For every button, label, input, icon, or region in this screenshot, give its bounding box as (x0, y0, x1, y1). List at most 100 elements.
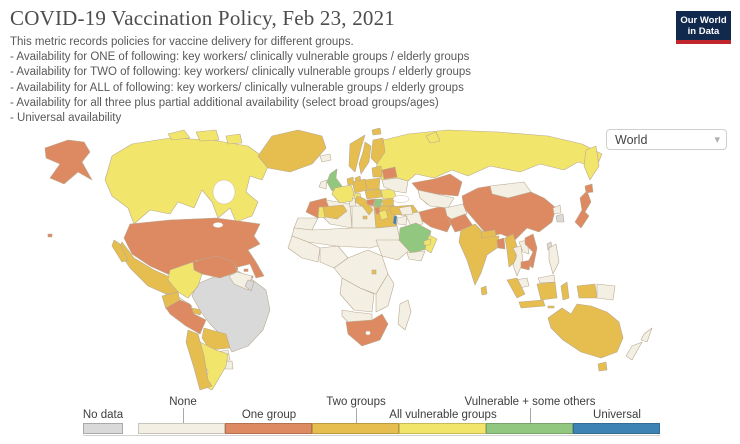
page-title: COVID-19 Vaccination Policy, Feb 23, 202… (10, 6, 395, 30)
map-region-canada[interactable] (104, 137, 271, 225)
map-region-italy[interactable] (354, 195, 374, 216)
map-region-nepal[interactable] (480, 229, 497, 239)
owid-logo[interactable]: Our World in Data (676, 11, 731, 44)
map-region-cambodia[interactable] (520, 259, 532, 271)
map-region-finland[interactable] (370, 137, 386, 165)
map-region-chile[interactable] (185, 329, 213, 391)
map-region-philippines[interactable] (548, 243, 560, 275)
map-region-java[interactable] (518, 299, 546, 309)
map-region-uganda[interactable] (371, 269, 377, 275)
legend-tick (530, 408, 531, 423)
map-region-belarus[interactable] (381, 166, 398, 180)
map-region-bolivia[interactable] (201, 327, 231, 351)
map-region-iraq[interactable] (404, 211, 424, 227)
map-region-uae[interactable] (423, 238, 432, 246)
map-region-ukraine[interactable] (381, 177, 409, 194)
legend-label-all-vulnerable: All vulnerable groups (389, 409, 497, 421)
legend-seg-none[interactable] (138, 423, 225, 434)
region-dropdown[interactable]: World ▾ (606, 129, 727, 150)
map-region-sweden[interactable] (358, 141, 372, 175)
map-region-arctic-islands[interactable] (167, 129, 243, 145)
map-region-norway[interactable] (348, 134, 366, 173)
legend-seg-all-vulnerable[interactable] (399, 423, 486, 434)
map-region-borneo[interactable] (536, 281, 558, 301)
map-region-south-korea[interactable] (555, 213, 565, 223)
map-region-syria[interactable] (398, 205, 414, 216)
owid-logo-stripe (676, 40, 731, 44)
map-region-benelux[interactable] (346, 176, 355, 186)
map-region-germany[interactable] (351, 178, 368, 194)
map-region-papua-new-guinea[interactable] (596, 283, 616, 301)
map-region-ireland[interactable] (318, 179, 328, 190)
map-region-east-africa[interactable] (375, 273, 395, 313)
map-region-iceland[interactable] (319, 153, 332, 163)
subtitle-line: - Availability for ONE of following: key… (10, 51, 470, 64)
chevron-down-icon: ▾ (714, 134, 720, 146)
map-region-peru[interactable] (165, 299, 207, 335)
map-legend: No data None One group Two groups All vu… (0, 394, 740, 444)
map-region-tasmania[interactable] (597, 361, 608, 372)
map-region-poland[interactable] (364, 177, 381, 191)
map-region-japan[interactable] (574, 183, 594, 229)
map-region-bangladesh[interactable] (496, 237, 506, 250)
map-region-australia[interactable] (547, 303, 624, 359)
lake-hudson-bay (212, 179, 236, 205)
legend-seg-two-groups[interactable] (312, 423, 399, 434)
map-region-lesser-sunda[interactable] (547, 305, 555, 309)
legend-seg-one-group[interactable] (225, 423, 312, 434)
legend-swatch-no-data[interactable] (83, 423, 123, 434)
map-region-puerto-rico[interactable] (243, 268, 249, 272)
map-region-portugal[interactable] (317, 206, 326, 219)
chart-subtitle: This metric records policies for vaccine… (10, 35, 471, 126)
map-region-bulgaria[interactable] (381, 197, 395, 207)
map-region-yemen[interactable] (406, 250, 426, 262)
legend-label-one-group: One group (241, 409, 297, 421)
map-region-israel[interactable] (392, 215, 398, 226)
subtitle-line: - Universal availability (10, 112, 122, 125)
map-region-kamchatka[interactable] (583, 145, 600, 181)
map-region-baja[interactable] (111, 239, 129, 263)
map-region-central-europe[interactable] (364, 188, 383, 200)
legend-seg-vulnerable-plus[interactable] (486, 423, 573, 434)
map-region-jordan[interactable] (396, 215, 408, 226)
legend-tick (183, 408, 184, 423)
map-region-croatia[interactable] (366, 198, 376, 207)
lake-lesotho (365, 330, 371, 336)
map-region-french-guiana[interactable] (244, 279, 255, 292)
legend-label-none: None (169, 396, 197, 408)
map-region-new-zealand-north[interactable] (640, 327, 653, 343)
map-region-sri-lanka[interactable] (480, 285, 488, 296)
map-region-alaska[interactable] (44, 139, 93, 185)
map-region-serbia[interactable] (373, 198, 383, 208)
map-region-new-zealand-south[interactable] (625, 341, 643, 361)
map-region-thailand[interactable] (512, 245, 524, 277)
map-region-novaya-zemlya[interactable] (425, 131, 441, 144)
legend-label-no-data: No data (82, 409, 124, 421)
map-region-greece[interactable] (378, 209, 389, 221)
region-dropdown-value: World (615, 132, 648, 147)
map-region-france[interactable] (331, 184, 355, 204)
map-region-north-korea[interactable] (552, 204, 562, 215)
legend-label-two-groups: Two groups (326, 396, 386, 408)
subtitle-line: This metric records policies for vaccine… (10, 36, 354, 48)
legend-label-universal: Universal (593, 409, 641, 421)
map-region-colombia[interactable] (167, 261, 203, 299)
lake-great-lakes (212, 222, 224, 228)
map-region-hawaii[interactable] (47, 233, 53, 238)
legend-label-vulnerable-plus: Vulnerable + some others (464, 396, 596, 408)
map-region-west-papua[interactable] (576, 283, 598, 299)
map-region-south-africa[interactable] (345, 313, 389, 347)
legend-seg-universal[interactable] (573, 423, 660, 434)
map-region-svalbard[interactable] (371, 128, 382, 136)
map-region-west-africa[interactable] (287, 235, 321, 263)
map-region-sumatra[interactable] (506, 277, 526, 299)
map-region-russia[interactable] (375, 129, 603, 182)
legend-shadow-line (83, 435, 660, 436)
map-region-madagascar[interactable] (397, 299, 412, 331)
map-region-sicily[interactable] (362, 215, 368, 220)
black-sea (392, 195, 410, 203)
map-region-baltics[interactable] (371, 165, 383, 178)
map-region-sulawesi[interactable] (560, 281, 570, 301)
world-map (44, 128, 653, 391)
map-region-greenland[interactable] (257, 129, 327, 173)
